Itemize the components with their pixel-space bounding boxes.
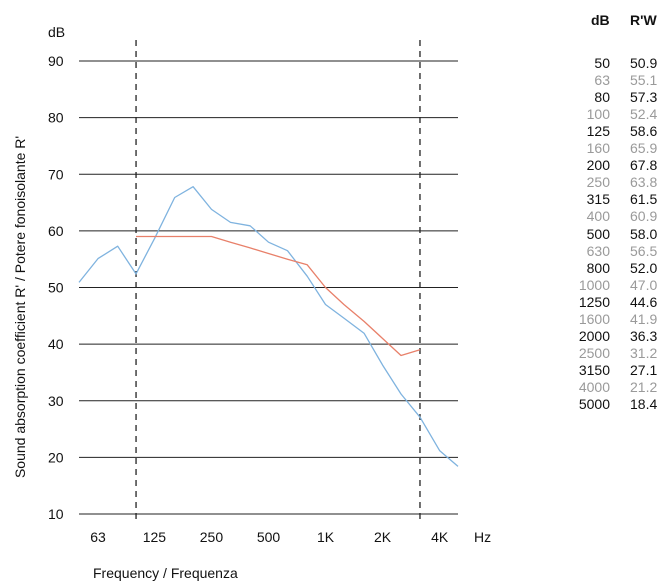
table-cell-value: 58.6 (630, 123, 658, 140)
table-row: 250 63.8 (560, 174, 670, 191)
table-row: 80 57.3 (560, 89, 670, 106)
y-tick-label: 90 (48, 53, 64, 69)
x-tick-label: 4K (431, 529, 449, 545)
table-cell-frequency: 50 (594, 55, 610, 71)
table-cell-value: 55.1 (630, 72, 658, 89)
y-axis-title: Sound absorption coefficient R' / Potere… (12, 136, 28, 478)
table-row: 800 52.0 (560, 260, 670, 277)
table-cell-frequency: 1250 (578, 293, 610, 310)
y-unit-label: dB (48, 24, 65, 40)
grid-lines (79, 60, 458, 515)
table-cell-value: 67.8 (630, 157, 658, 174)
y-tick-label: 30 (48, 393, 64, 409)
table-cell-frequency: 1600 (578, 310, 610, 327)
table-cell-value: 27.1 (630, 361, 658, 378)
sound-chart: dB Sound absorption coefficient R' / Pot… (12, 24, 491, 581)
reference-curve-line (136, 235, 421, 357)
table-row: 500 58.0 (560, 226, 670, 243)
table-cell-value: 36.3 (630, 327, 658, 344)
x-tick-label: 63 (90, 529, 106, 545)
table-cell-value: 50.9 (630, 55, 658, 71)
table-row: 1000 47.0 (560, 277, 670, 294)
dashed-reference-lines (135, 40, 421, 520)
table-row: 1250 44.6 (560, 294, 670, 311)
y-tick-labels: 10 20 30 40 50 60 70 80 90 (48, 53, 64, 522)
table-row: 400 60.9 (560, 208, 670, 225)
table-cell-frequency: 80 (594, 89, 610, 106)
table-row: 1600 41.9 (560, 311, 670, 328)
table-cell-value: 52.0 (630, 259, 658, 276)
y-tick-label: 60 (48, 223, 64, 239)
table-row: 125 58.6 (560, 123, 670, 140)
table-cell-frequency: 1000 (578, 276, 610, 293)
table-cell-value: 47.0 (630, 276, 658, 293)
table-cell-frequency: 5000 (578, 396, 610, 412)
y-tick-label: 80 (48, 110, 64, 126)
table-cell-frequency: 200 (586, 157, 610, 174)
y-tick-label: 40 (48, 336, 64, 352)
table-row: 2500 31.2 (560, 345, 670, 362)
x-tick-labels: 63 125 250 500 1K 2K 4K (90, 529, 449, 545)
table-cell-frequency: 315 (586, 191, 610, 208)
table-cell-frequency: 630 (586, 242, 610, 259)
table-cell-frequency: 2500 (578, 344, 610, 361)
table-row: 3150 27.1 (560, 362, 670, 379)
table-cell-value: 61.5 (630, 191, 658, 208)
table-cell-frequency: 3150 (578, 361, 610, 378)
table-row: 2000 36.3 (560, 328, 670, 345)
measured-curve-line (78, 186, 459, 467)
table-cell-frequency: 250 (586, 174, 610, 191)
x-tick-label: 1K (317, 529, 335, 545)
table-cell-value: 60.9 (630, 208, 658, 225)
table-row: 63 55.1 (560, 72, 670, 89)
table-header-rw: R'W (630, 12, 657, 28)
y-tick-label: 10 (48, 506, 64, 522)
x-tick-label: 500 (257, 529, 281, 545)
y-tick-label: 50 (48, 280, 64, 296)
table-cell-value: 52.4 (630, 106, 658, 123)
table-cell-value: 58.0 (630, 225, 658, 242)
table-cell-value: 65.9 (630, 140, 658, 157)
table-cell-value: 18.4 (630, 396, 658, 412)
x-tick-label: 2K (374, 529, 392, 545)
table-cell-frequency: 160 (586, 140, 610, 157)
table-cell-frequency: 800 (586, 259, 610, 276)
table-row: 100 52.4 (560, 106, 670, 123)
table-cell-value: 44.6 (630, 293, 658, 310)
y-tick-label: 20 (48, 449, 64, 465)
table-cell-value: 31.2 (630, 344, 658, 361)
x-tick-label: 250 (200, 529, 224, 545)
table-row: 200 67.8 (560, 157, 670, 174)
table-header-db: dB (591, 12, 610, 28)
y-tick-label: 70 (48, 166, 64, 182)
table-cell-frequency: 2000 (578, 327, 610, 344)
table-cell-value: 41.9 (630, 310, 658, 327)
table-row: 4000 21.2 (560, 379, 670, 396)
table-row: 5000 18.4 (560, 396, 670, 413)
table-cell-frequency: 100 (586, 106, 610, 123)
x-axis-title: Frequency / Frequenza (93, 565, 238, 581)
table-row: 630 56.5 (560, 243, 670, 260)
table-row: 50 50.9 (560, 55, 670, 72)
x-tick-label: 125 (143, 529, 167, 545)
table-cell-frequency: 63 (594, 72, 610, 89)
table-cell-frequency: 4000 (578, 378, 610, 395)
table-cell-frequency: 400 (586, 208, 610, 225)
table-cell-value: 63.8 (630, 174, 658, 191)
table-row: 160 65.9 (560, 140, 670, 157)
table-cell-frequency: 125 (586, 123, 610, 140)
table-row: 315 61.5 (560, 191, 670, 208)
table-cell-value: 57.3 (630, 89, 658, 106)
x-unit-label: Hz (474, 529, 491, 545)
table-cell-value: 56.5 (630, 242, 658, 259)
table-cell-frequency: 500 (586, 225, 610, 242)
series-lines (78, 186, 459, 467)
table-cell-value: 21.2 (630, 378, 658, 395)
